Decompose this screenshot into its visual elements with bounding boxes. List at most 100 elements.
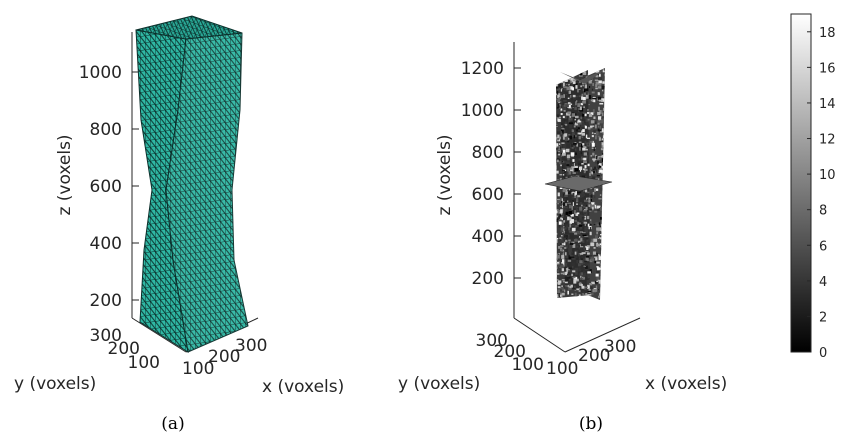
slice-speckle [599,74,601,77]
slice-speckle [574,168,579,172]
slice-speckle [561,75,564,78]
slice-speckle [570,152,575,156]
slice-speckle [583,106,585,108]
slice-speckle [559,187,563,189]
slice-speckle [574,210,576,213]
slice-speckle [604,85,605,87]
slice-speckle [603,244,605,246]
slice-speckle [568,239,571,242]
slice-speckle [597,122,600,125]
slice-speckle [593,224,596,226]
slice-speckle [583,145,586,148]
slice-speckle [573,135,575,139]
slice-speckle [554,224,555,228]
slice-speckle [580,102,584,106]
slice-speckle [573,117,576,121]
slice-speckle [570,115,574,118]
orthogonal-slices [544,68,613,303]
slice-speckle [591,91,595,94]
slice-speckle [580,277,584,280]
slice-speckle [580,151,582,155]
slice-speckle [590,292,594,296]
slice-speckle [602,242,605,245]
slice-speckle [594,195,596,199]
slice-speckle [604,261,605,264]
slice-speckle [556,237,557,240]
slice-speckle [585,293,588,295]
slice-speckle [561,268,564,272]
slice-speckle [564,289,566,293]
slice-speckle [590,256,595,259]
slice-speckle [596,266,599,268]
z-axis-label-b: z (voxels) [435,134,455,215]
slice-speckle [599,167,602,171]
x-ticks-a: 100 200 300 [182,336,267,379]
slice-speckle [556,209,558,214]
slice-speckle [570,71,575,76]
slice-speckle [578,136,581,140]
slice-speckle [583,210,587,212]
slice-speckle [554,164,555,166]
slice-speckle [593,159,595,162]
slice-speckle [587,252,590,255]
slice-speckle [568,226,571,231]
slice-speckle [565,104,569,108]
z-ticks-b: 1200 1000 800 600 400 200 [461,59,521,289]
slice-speckle [599,194,602,196]
slice-speckle [569,230,573,233]
colorbar-gradient [790,13,812,353]
slice-speckle [604,73,605,77]
slice-speckle [572,159,575,162]
slice-speckle [599,206,604,211]
slice-speckle [595,222,600,227]
slice-speckle [574,251,577,255]
slice-speckle [591,299,594,303]
slice-speckle [571,105,575,108]
slice-speckle [581,136,584,139]
slice-speckle [558,253,560,255]
slice-speckle [578,222,581,224]
slice-speckle [578,75,583,77]
slice-speckle [556,76,558,81]
z-tick-label: 800 [472,143,504,163]
slice-speckle [580,253,584,255]
slice-speckle [590,286,593,290]
slice-speckle [564,280,568,283]
slice-speckle [569,86,573,90]
y-tick-label: 300 [90,326,122,346]
slice-speckle [598,295,600,299]
slice-speckle [565,255,569,258]
slice-speckle [556,259,557,261]
slice-speckle [576,294,578,298]
slice-speckle [567,105,571,108]
slice-speckle [556,261,559,265]
slice-speckle [600,271,603,276]
slice-speckle [599,256,603,260]
slice-speckle [574,71,578,73]
slice-speckle [587,111,590,114]
y-axis-line [513,317,566,353]
slice-speckle [597,135,601,138]
slice-speckle [574,292,577,297]
slice-speckle [560,245,564,247]
slice-speckle [561,253,566,256]
y-tick-label: 200 [108,339,140,359]
slice-speckle [561,198,563,201]
slice-speckle [584,125,587,129]
slice-speckle [584,165,587,169]
slice-speckle [599,99,603,102]
slice-speckle [557,91,559,94]
slice-speckle [569,167,573,170]
slice-speckle [591,88,594,91]
slice-speckle [582,113,585,117]
slice-speckle [590,193,592,196]
slice-speckle [565,211,569,216]
slice-speckle [565,81,569,84]
slice-speckle [557,192,560,197]
slice-speckle [598,254,601,258]
slice-speckle [592,176,596,180]
slice-speckle [585,262,588,266]
slice-speckle [602,81,605,84]
slice-speckle [571,293,574,295]
slice-speckle [597,178,600,181]
